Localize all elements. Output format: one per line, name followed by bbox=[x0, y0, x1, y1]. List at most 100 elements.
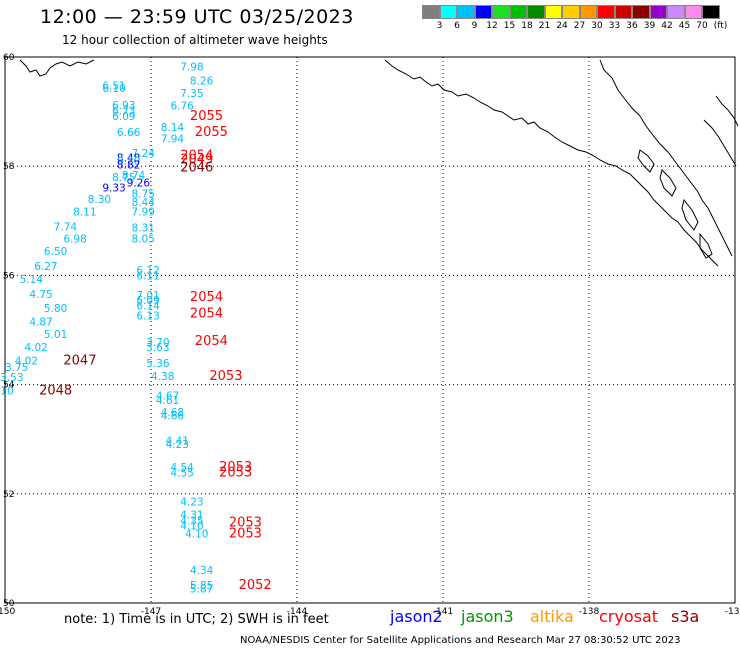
wave-height-label: 4.87 bbox=[29, 316, 52, 328]
map-frame bbox=[4, 56, 736, 604]
legend-swatch bbox=[684, 5, 702, 19]
wave-height-label: 7.74 bbox=[54, 221, 78, 233]
satellite-name: jason2 bbox=[390, 607, 443, 626]
lon-tick-label: -135 bbox=[725, 607, 740, 617]
pass-time-label: 2054 bbox=[190, 307, 223, 322]
wave-height-label: 6.51 bbox=[102, 80, 125, 92]
wave-height-label: 4.23 bbox=[166, 439, 189, 451]
wave-height-label: 6.10 bbox=[102, 83, 125, 95]
wave-height-label: 4.23 bbox=[180, 496, 203, 508]
wave-height-label: 3.53 bbox=[0, 372, 23, 384]
credit-line: NOAA/NESDIS Center for Satellite Applica… bbox=[240, 635, 681, 646]
pass-time-label: 2053 bbox=[219, 460, 252, 475]
wave-height-label: 8.20 bbox=[117, 156, 140, 168]
satellite-name: jason3 bbox=[461, 607, 514, 626]
legend-swatch bbox=[474, 5, 492, 19]
pass-time-label: 2052 bbox=[239, 578, 272, 593]
island-a bbox=[637, 149, 655, 173]
wave-height-label: 3.10 bbox=[0, 386, 14, 398]
wave-height-label: 7.98 bbox=[180, 61, 203, 73]
legend-label: 42 bbox=[661, 21, 673, 31]
wave-height-label: 6.93 bbox=[112, 100, 135, 112]
wave-height-label: 6.66 bbox=[117, 127, 141, 139]
map-title: 12:00 — 23:59 UTC 03/25/2023 bbox=[40, 6, 354, 28]
legend-swatch bbox=[702, 5, 720, 19]
coast-fringe bbox=[715, 95, 739, 127]
wave-height-label: 8.74 bbox=[122, 170, 146, 182]
legend-swatch bbox=[667, 5, 685, 19]
lat-tick-label: 52 bbox=[3, 490, 14, 500]
pass-time-label: 2049 bbox=[180, 153, 213, 168]
wave-height-label: 8.11 bbox=[73, 207, 96, 219]
wave-height-label: 4.61 bbox=[156, 395, 179, 407]
legend-unit: (ft) bbox=[713, 21, 728, 31]
wave-height-label: 5.87 bbox=[190, 583, 213, 595]
legend-swatch bbox=[422, 5, 440, 19]
legend-label: 6 bbox=[454, 21, 460, 31]
wave-height-label: 4.10 bbox=[180, 520, 203, 532]
wave-height-label: 8.75 bbox=[132, 189, 155, 201]
wave-height-label: 5.80 bbox=[44, 303, 67, 315]
lat-tick-label: 58 bbox=[3, 162, 15, 172]
lon-tick-label: -144 bbox=[287, 607, 308, 617]
wave-height-label: 4.02 bbox=[24, 342, 47, 354]
alaska-coast bbox=[384, 59, 719, 267]
pass-time-label: 2054 bbox=[190, 290, 223, 305]
wave-height-label: 9.26 bbox=[127, 178, 151, 190]
wave-height-labels: 7.988.267.356.106.516.766.936.736.09 2055… bbox=[0, 61, 272, 595]
wave-height-label: 6.09 bbox=[112, 111, 135, 123]
coastline bbox=[19, 59, 739, 267]
kodiak-coast bbox=[19, 59, 95, 77]
wave-height-label: 8.44 bbox=[132, 197, 156, 209]
wave-height-label: 4.31 bbox=[180, 510, 203, 522]
wave-height-label: 6.98 bbox=[63, 233, 86, 245]
legend-label: 45 bbox=[678, 21, 691, 31]
wave-height-label: 9.33 bbox=[102, 182, 125, 194]
pass-time-label: 2053 bbox=[229, 516, 262, 531]
lon-tick-label: -150 bbox=[0, 607, 15, 617]
wave-height-label: 8.05 bbox=[132, 233, 155, 245]
lon-tick-label: -141 bbox=[433, 607, 453, 617]
pass-time-label: 2053 bbox=[229, 527, 262, 542]
pass-time-label: 2055 bbox=[190, 109, 223, 124]
wave-height-label: 6.27 bbox=[34, 261, 57, 273]
map-subtitle: 12 hour collection of altimeter wave hei… bbox=[62, 33, 328, 47]
legend-label: 21 bbox=[538, 21, 551, 31]
legend-label: 18 bbox=[521, 21, 533, 31]
wave-height-label: 8.31 bbox=[132, 222, 155, 234]
satellite-name: s3a bbox=[671, 607, 700, 626]
axis-tick-labels: -150 -147 -144 -141 -138 -135 60 58 56 54 52 50 bbox=[0, 53, 740, 617]
lat-tick-label: 60 bbox=[3, 53, 15, 63]
wave-height-label: 6.09 bbox=[136, 295, 159, 307]
island-b bbox=[659, 169, 677, 197]
wave-height-label: 6.12 bbox=[136, 265, 159, 277]
wave-height-label: 4.68 bbox=[161, 407, 184, 419]
legend-swatch bbox=[614, 5, 632, 19]
wave-height-label: 7.24 bbox=[132, 148, 156, 160]
lon-tick-label: -147 bbox=[141, 607, 161, 617]
wave-height-label: 4.38 bbox=[151, 371, 174, 383]
wave-height-label: 4.54 bbox=[170, 462, 194, 474]
island-d bbox=[699, 232, 713, 259]
lat-tick-label: 56 bbox=[3, 271, 15, 281]
legend-swatch bbox=[597, 5, 615, 19]
wave-height-label: 5.01 bbox=[44, 329, 67, 341]
satellite-name: altika bbox=[530, 607, 574, 626]
legend-label: 70 bbox=[696, 21, 708, 31]
pass-time-label: 2053 bbox=[219, 466, 252, 481]
legend-swatch bbox=[579, 5, 597, 19]
wave-height-label: 4.02 bbox=[15, 356, 38, 368]
legend-swatch bbox=[649, 5, 667, 19]
legend-swatch bbox=[544, 5, 562, 19]
wave-height-label: 3.75 bbox=[5, 362, 28, 374]
pass-time-label: 2055 bbox=[195, 125, 228, 140]
wave-height-label: 3.70 bbox=[146, 337, 169, 349]
wave-height-label: 4.66 bbox=[161, 411, 185, 423]
legend-label: 36 bbox=[626, 21, 638, 31]
wave-height-label: 7.94 bbox=[161, 133, 185, 145]
lat-tick-label: 54 bbox=[3, 381, 15, 391]
legend-label: 3 bbox=[436, 21, 443, 31]
wave-height-label: 6.76 bbox=[170, 101, 194, 113]
wave-height-label: 4.34 bbox=[190, 565, 214, 577]
island-c bbox=[681, 198, 699, 231]
